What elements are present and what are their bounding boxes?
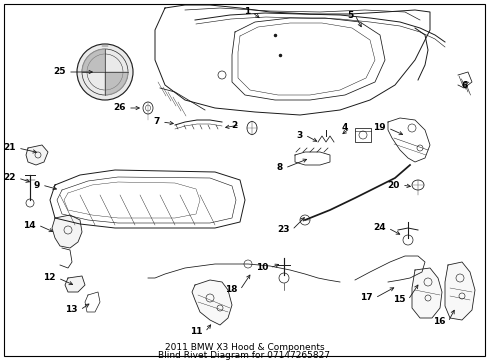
Circle shape [77,44,133,100]
Text: 10: 10 [255,264,267,273]
Text: 23: 23 [277,225,289,234]
Text: 12: 12 [43,274,56,283]
Text: 19: 19 [373,123,385,132]
Text: 20: 20 [387,180,399,189]
Wedge shape [82,49,105,72]
Text: 6: 6 [461,81,467,90]
Text: 3: 3 [296,130,303,139]
Polygon shape [52,215,82,248]
Text: 24: 24 [373,224,385,233]
Polygon shape [65,276,85,292]
Text: 2011 BMW X3 Hood & Components: 2011 BMW X3 Hood & Components [164,343,324,352]
Polygon shape [444,262,474,320]
Text: 8: 8 [276,163,283,172]
Text: 4: 4 [341,123,347,132]
Text: Blind Rivet Diagram for 07147265827: Blind Rivet Diagram for 07147265827 [158,351,330,360]
Text: 22: 22 [3,174,16,183]
Text: 16: 16 [433,318,445,327]
Text: 1: 1 [243,8,249,17]
Text: 2: 2 [231,121,238,130]
Polygon shape [26,145,48,165]
Text: 17: 17 [360,293,372,302]
Text: 18: 18 [225,285,238,294]
Text: 14: 14 [23,220,36,230]
Text: 21: 21 [3,144,16,153]
Wedge shape [105,72,128,95]
Text: 26: 26 [113,104,126,112]
Text: 25: 25 [53,68,66,77]
Bar [354,128,370,142]
Text: 11: 11 [190,328,203,337]
Text: 7: 7 [153,117,160,126]
Polygon shape [411,268,441,318]
Text: 15: 15 [393,296,405,305]
Text: 13: 13 [65,306,78,315]
Text: 5: 5 [346,10,352,19]
Polygon shape [192,280,231,325]
Text: 9: 9 [34,180,40,189]
